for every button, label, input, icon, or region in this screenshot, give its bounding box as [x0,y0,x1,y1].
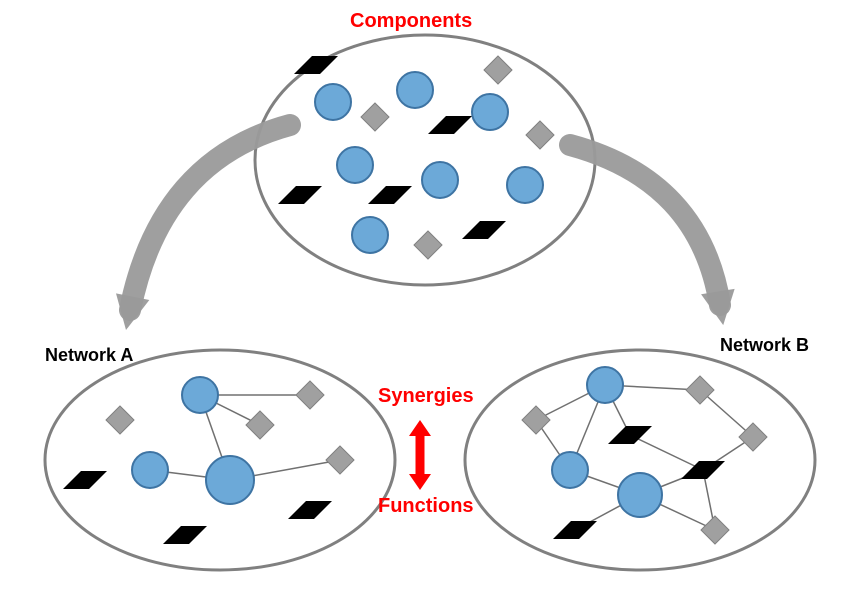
node-parallelogram [428,116,472,134]
node-circle [132,452,168,488]
node-parallelogram [163,526,207,544]
node-circle [552,452,588,488]
node-circle [422,162,458,198]
node-circle [587,367,623,403]
node-diamond [246,411,274,439]
label-functions: Functions [378,495,474,518]
edge [630,435,703,470]
node-parallelogram [368,186,412,204]
network-a [63,377,354,544]
node-diamond [701,516,729,544]
ellipse-right [465,350,815,570]
node-parallelogram [278,186,322,204]
node-circle [472,94,508,130]
node-diamond [326,446,354,474]
node-parallelogram [553,521,597,539]
node-diamond [414,231,442,259]
double-arrow-center [409,420,431,490]
node-parallelogram [462,221,506,239]
node-parallelogram [63,471,107,489]
network-b [522,367,767,544]
node-circle [397,72,433,108]
label-network_b: Network B [720,335,809,356]
network-b-nodes [522,367,767,544]
node-parallelogram [608,426,652,444]
network-a-nodes [63,377,354,544]
node-parallelogram [681,461,725,479]
node-circle [206,456,254,504]
node-circle [337,147,373,183]
node-circle [352,217,388,253]
label-synergies: Synergies [378,385,474,408]
node-parallelogram [288,501,332,519]
node-diamond [484,56,512,84]
node-circle [182,377,218,413]
label-network_a: Network A [45,345,133,366]
node-diamond [106,406,134,434]
node-diamond [686,376,714,404]
label-components: Components [350,10,472,33]
node-circle [618,473,662,517]
node-circle [315,84,351,120]
node-diamond [296,381,324,409]
node-parallelogram [294,56,338,74]
arrow-left-head [116,293,149,330]
group-top [278,56,554,259]
node-circle [507,167,543,203]
arrow-right-shaft [570,145,720,305]
arrow-left-shaft [130,125,290,310]
node-diamond [739,423,767,451]
node-diamond [522,406,550,434]
node-diamond [361,103,389,131]
edge [700,390,753,437]
node-diamond [526,121,554,149]
